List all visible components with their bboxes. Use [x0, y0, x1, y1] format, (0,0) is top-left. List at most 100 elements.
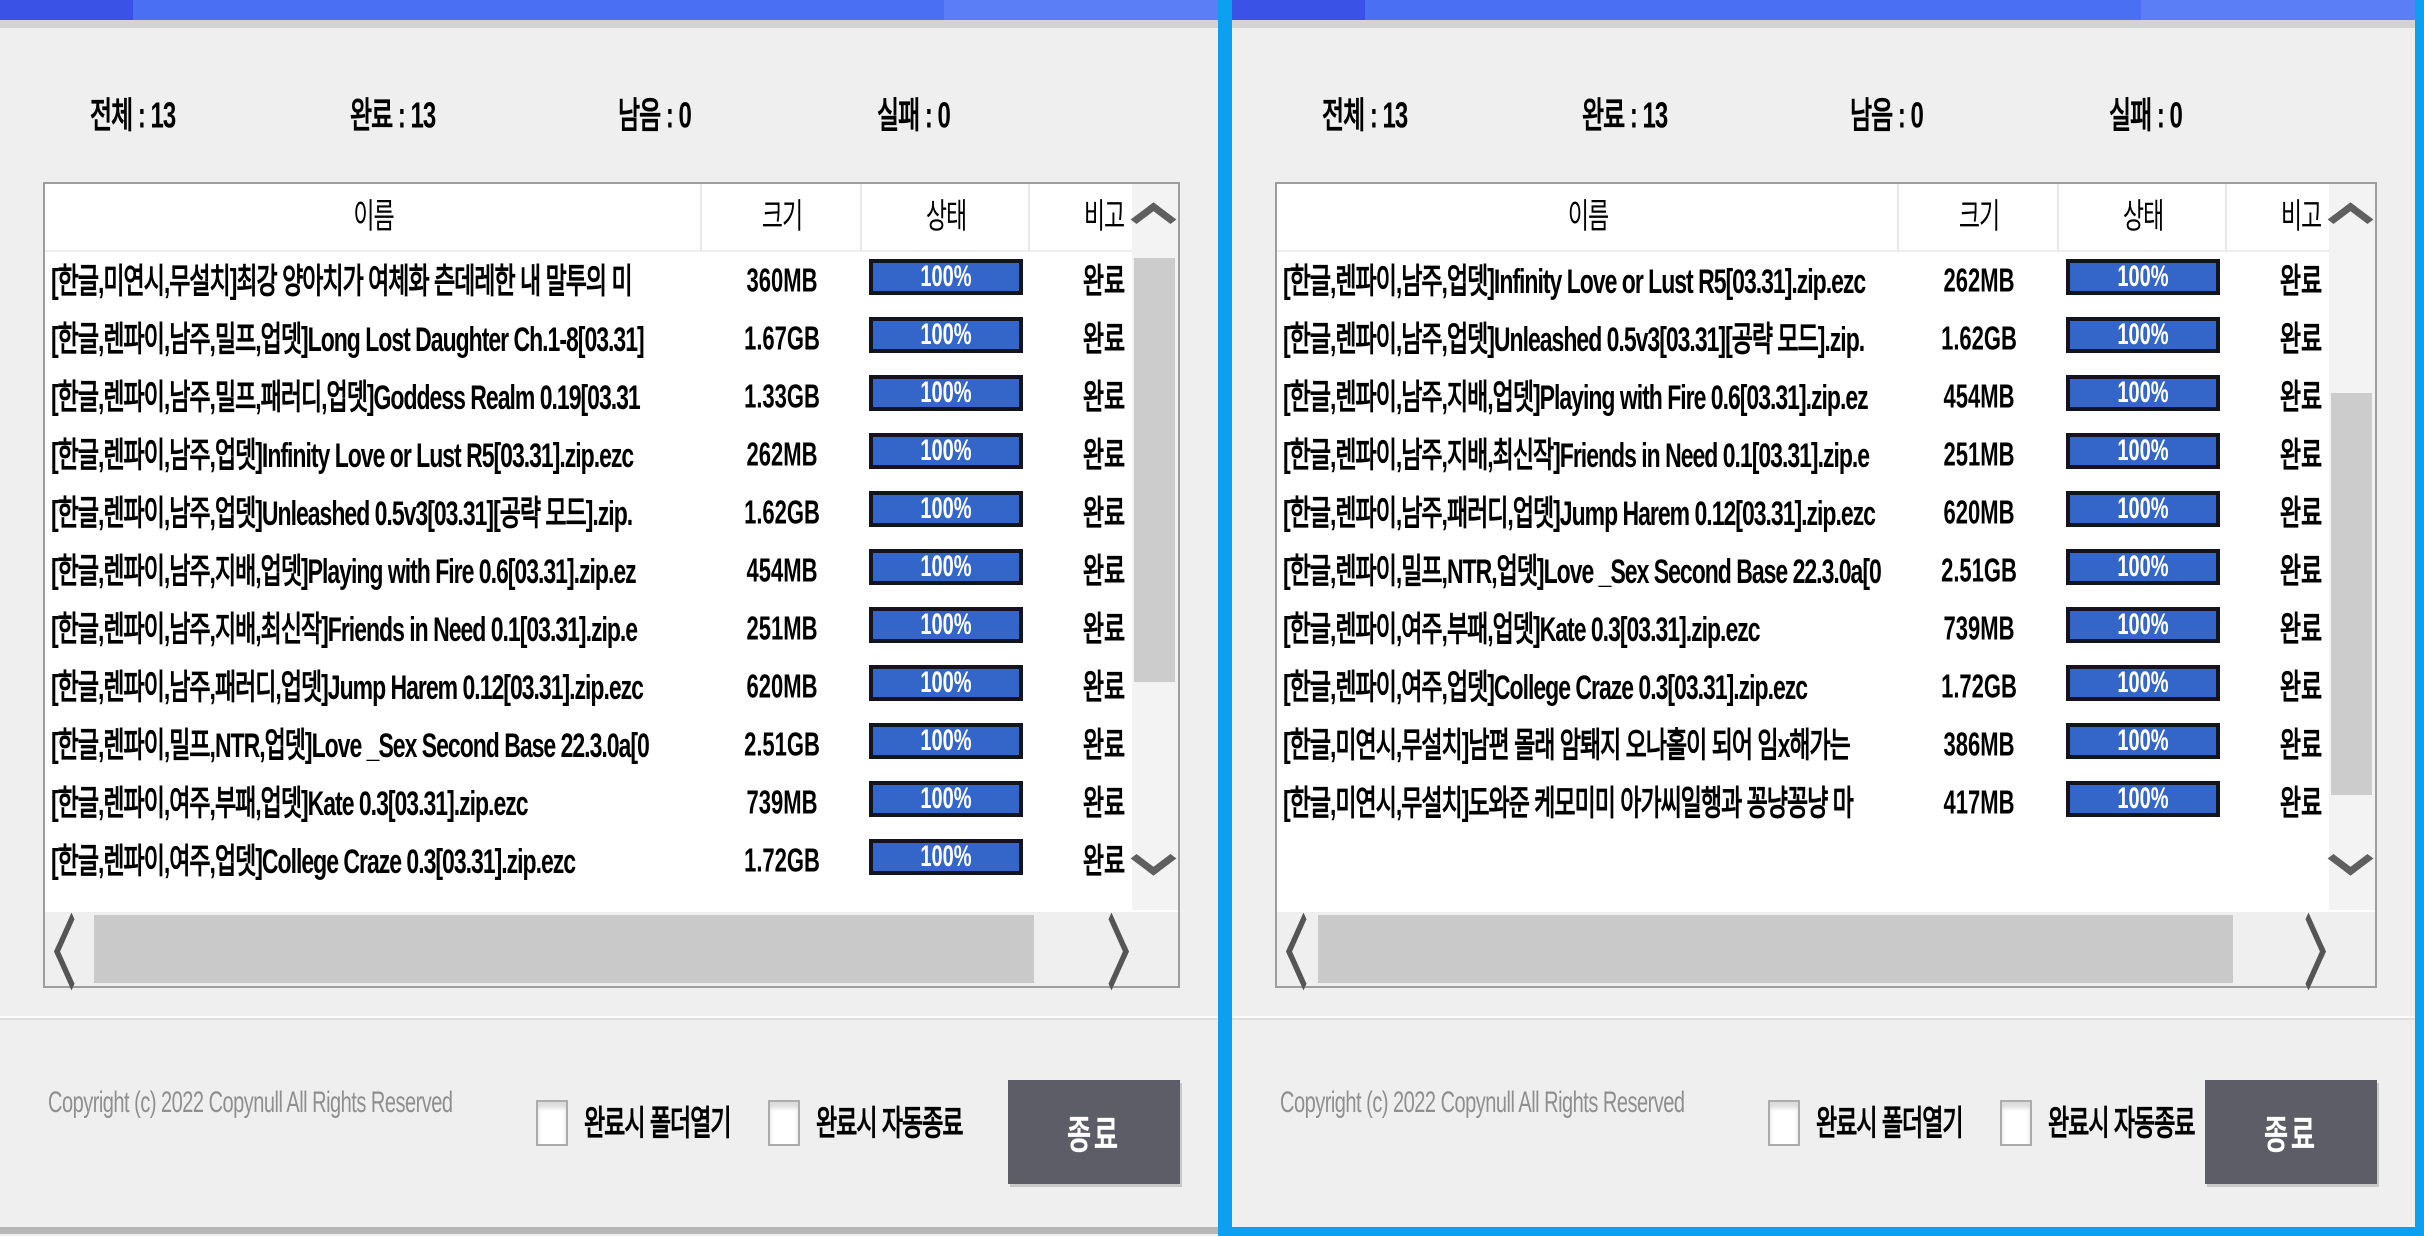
- titlebar[interactable]: [0, 0, 1218, 20]
- table-row[interactable]: [한글,렌파이,여주,부패,업뎃]Kate 0.3[03.31].zip.ezc…: [45, 774, 1178, 832]
- exit-button[interactable]: 종료: [2205, 1080, 2377, 1184]
- horizontal-scrollbar[interactable]: [45, 912, 1178, 991]
- table-row[interactable]: [한글,렌파이,밀프,NTR,업뎃]Love _Sex Second Base …: [1277, 542, 2375, 600]
- scroll-left-icon[interactable]: [54, 912, 89, 991]
- column-header-status[interactable]: 상태: [2057, 184, 2227, 250]
- note-cell: 완료: [1082, 783, 1126, 823]
- status-cell: 100%: [862, 542, 1030, 600]
- progress-bar: 100%: [2066, 665, 2220, 701]
- auto-exit-checkbox[interactable]: [768, 1100, 800, 1146]
- scroll-up-icon[interactable]: [1130, 202, 1177, 237]
- table-row[interactable]: [한글,렌파이,남주,업뎃]Unleashed 0.5v3[03.31][공략 …: [45, 484, 1178, 542]
- stat-item: 실패 : 0: [2109, 96, 2183, 137]
- column-header-name[interactable]: 이름: [353, 196, 394, 236]
- file-size-cell: 251MB: [746, 609, 818, 648]
- file-name-cell: [한글,미연시,무설치]최강 양아치가 여체화 츤데레한 내 말투의 미: [51, 261, 633, 301]
- table-row[interactable]: [한글,렌파이,남주,지배,업뎃]Playing with Fire 0.6[0…: [45, 542, 1178, 600]
- table-row[interactable]: [한글,렌파이,남주,지배,최신작]Friends in Need 0.1[03…: [45, 600, 1178, 658]
- download-table: 이름 크기 상태 비고 [한글,미연시,무설치]최강 양아치가 여체화 츤데레한…: [43, 182, 1180, 991]
- progress-bar: 100%: [2066, 491, 2220, 527]
- stat-item: 남음 : 0: [1850, 96, 1924, 137]
- column-header-status[interactable]: 상태: [860, 184, 1030, 250]
- table-row[interactable]: [한글,미연시,무설치]남편 몰래 암퇘지 오나홀이 되어 임x해가는 386M…: [1277, 716, 2375, 774]
- file-name-cell: [한글,미연시,무설치]도와준 케모미미 아가씨일행과 꽁냥꽁냥 마: [1283, 783, 1854, 823]
- note-cell: 완료: [2279, 667, 2323, 707]
- file-name-cell: [한글,미연시,무설치]남편 몰래 암퇘지 오나홀이 되어 임x해가는: [1283, 725, 1851, 765]
- status-cell: 100%: [862, 832, 1030, 890]
- table-row[interactable]: [한글,렌파이,남주,지배,최신작]Friends in Need 0.1[03…: [1277, 426, 2375, 484]
- table-row[interactable]: [한글,렌파이,남주,지배,업뎃]Playing with Fire 0.6[0…: [1277, 368, 2375, 426]
- open-folder-label: 완료시 폴더열기: [584, 1103, 732, 1143]
- titlebar-light-segment: [944, 0, 1218, 20]
- open-folder-checkbox[interactable]: [536, 1100, 568, 1146]
- table-row[interactable]: [한글,렌파이,남주,패러디,업뎃]Jump Harem 0.12[03.31]…: [45, 658, 1178, 716]
- vertical-scrollbar-thumb[interactable]: [2331, 393, 2372, 795]
- progress-bar: 100%: [869, 839, 1023, 875]
- table-header: 이름 크기 상태 비고: [45, 184, 1178, 252]
- note-cell: 완료: [2279, 493, 2323, 533]
- vertical-scrollbar-thumb[interactable]: [1134, 258, 1175, 682]
- open-folder-checkbox[interactable]: [1768, 1100, 1800, 1146]
- file-name-cell: [한글,렌파이,남주,밀프,업뎃]Long Lost Daughter Ch.1…: [51, 319, 645, 359]
- exit-button[interactable]: 종료: [1008, 1080, 1180, 1184]
- note-cell: 완료: [2279, 551, 2323, 591]
- scroll-right-icon[interactable]: [2291, 912, 2326, 991]
- column-header-size[interactable]: 크기: [1897, 184, 2059, 250]
- status-cell: 100%: [862, 426, 1030, 484]
- table-row[interactable]: [한글,렌파이,밀프,NTR,업뎃]Love _Sex Second Base …: [45, 716, 1178, 774]
- file-name-cell: [한글,렌파이,남주,업뎃]Unleashed 0.5v3[03.31][공략 …: [1283, 319, 1865, 359]
- file-size-cell: 454MB: [1943, 377, 2015, 416]
- progress-bar: 100%: [869, 259, 1023, 295]
- table-row[interactable]: [한글,렌파이,남주,업뎃]Unleashed 0.5v3[03.31][공략 …: [1277, 310, 2375, 368]
- progress-bar: 100%: [869, 665, 1023, 701]
- file-name-cell: [한글,렌파이,남주,업뎃]Infinity Love or Lust R5[0…: [51, 435, 634, 475]
- auto-exit-label: 완료시 자동종료: [2048, 1103, 2196, 1143]
- file-size-cell: 1.72GB: [1941, 667, 2017, 706]
- table-row[interactable]: [한글,렌파이,여주,부패,업뎃]Kate 0.3[03.31].zip.ezc…: [1277, 600, 2375, 658]
- auto-exit-checkbox[interactable]: [2000, 1100, 2032, 1146]
- status-cell: 100%: [862, 716, 1030, 774]
- note-cell: 완료: [1082, 261, 1126, 301]
- column-header-name[interactable]: 이름: [1567, 196, 1609, 236]
- scroll-right-icon[interactable]: [1094, 912, 1129, 991]
- horizontal-scrollbar-thumb[interactable]: [1318, 915, 2233, 983]
- horizontal-scrollbar[interactable]: [1277, 912, 2375, 991]
- status-cell: 100%: [2059, 368, 2227, 426]
- titlebar-dark-segment: [0, 0, 133, 20]
- table-row[interactable]: [한글,렌파이,남주,패러디,업뎃]Jump Harem 0.12[03.31]…: [1277, 484, 2375, 542]
- scroll-up-icon[interactable]: [2327, 202, 2374, 237]
- scroll-down-icon[interactable]: [2327, 841, 2374, 876]
- note-cell: 완료: [2279, 609, 2323, 649]
- note-cell: 완료: [2279, 783, 2323, 823]
- note-cell: 완료: [1082, 841, 1126, 881]
- column-header-note[interactable]: 비고: [2225, 184, 2375, 250]
- note-cell: 완료: [2279, 725, 2323, 765]
- column-header-note[interactable]: 비고: [1028, 184, 1178, 250]
- file-size-cell: 251MB: [1943, 435, 2015, 474]
- download-table: 이름 크기 상태 비고 [한글,렌파이,남주,업뎃]Infinity Love …: [1275, 182, 2377, 991]
- column-header-size[interactable]: 크기: [700, 184, 862, 250]
- scroll-down-icon[interactable]: [1130, 841, 1177, 876]
- progress-bar: 100%: [2066, 433, 2220, 469]
- file-name-cell: [한글,렌파이,남주,지배,최신작]Friends in Need 0.1[03…: [51, 609, 638, 649]
- vertical-scrollbar[interactable]: [1130, 184, 1178, 910]
- table-row[interactable]: [한글,미연시,무설치]도와준 케모미미 아가씨일행과 꽁냥꽁냥 마 417MB…: [1277, 774, 2375, 832]
- progress-bar: 100%: [869, 375, 1023, 411]
- vertical-scrollbar[interactable]: [2327, 184, 2375, 910]
- table-row[interactable]: [한글,렌파이,여주,업뎃]College Craze 0.3[03.31].z…: [1277, 658, 2375, 716]
- table-row[interactable]: [한글,렌파이,남주,업뎃]Infinity Love or Lust R5[0…: [1277, 252, 2375, 310]
- table-row[interactable]: [한글,렌파이,남주,업뎃]Infinity Love or Lust R5[0…: [45, 426, 1178, 484]
- table-row[interactable]: [한글,렌파이,남주,밀프,업뎃]Long Lost Daughter Ch.1…: [45, 310, 1178, 368]
- file-name-cell: [한글,렌파이,남주,업뎃]Unleashed 0.5v3[03.31][공략 …: [51, 493, 633, 533]
- scroll-left-icon[interactable]: [1286, 912, 1321, 991]
- horizontal-scrollbar-thumb[interactable]: [94, 915, 1034, 983]
- highlight-border-bottom: [1218, 1227, 2424, 1236]
- status-cell: 100%: [2059, 600, 2227, 658]
- table-row[interactable]: [한글,렌파이,남주,밀프,패러디,업뎃]Goddess Realm 0.19[…: [45, 368, 1178, 426]
- status-cell: 100%: [862, 252, 1030, 310]
- table-row[interactable]: [한글,미연시,무설치]최강 양아치가 여체화 츤데레한 내 말투의 미 360…: [45, 252, 1178, 310]
- titlebar[interactable]: [1232, 0, 2415, 20]
- note-cell: 완료: [1082, 667, 1126, 707]
- table-row[interactable]: [한글,렌파이,여주,업뎃]College Craze 0.3[03.31].z…: [45, 832, 1178, 890]
- stat-item: 실패 : 0: [877, 96, 951, 137]
